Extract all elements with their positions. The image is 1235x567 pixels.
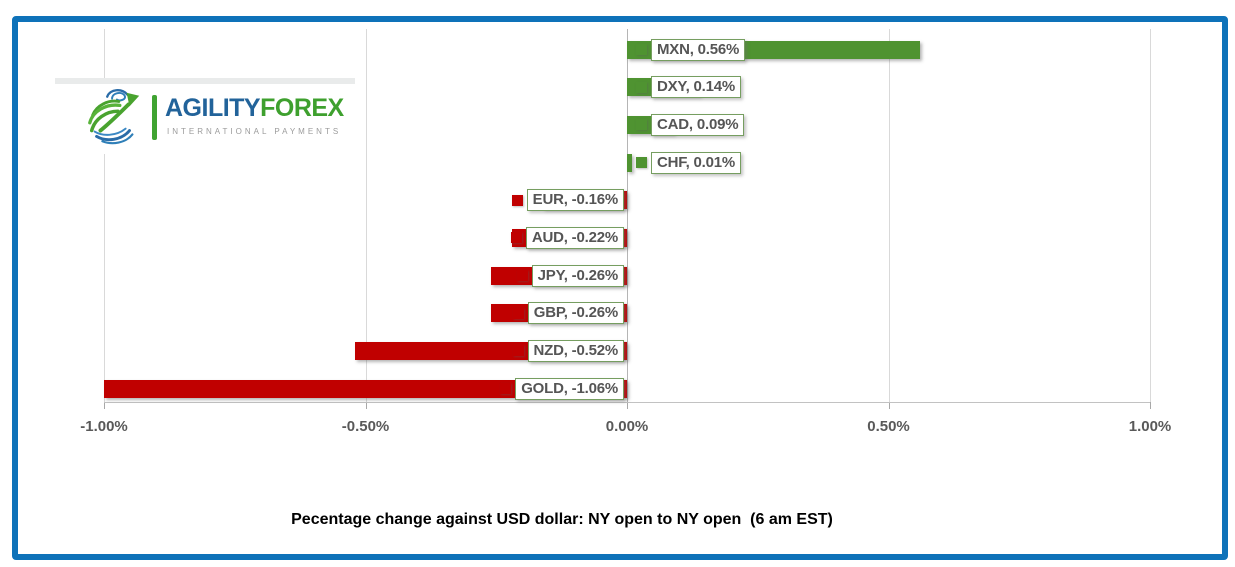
data-label-GOLD: GOLD, -1.06% [500,376,624,401]
axis-tick-0.50% [888,402,890,409]
label-box-EUR: EUR, -0.16% [526,189,624,212]
legend-key-MXN [636,44,647,55]
brand-agility: AGILITY [165,94,261,122]
label-box-CAD: CAD, 0.09% [651,113,745,136]
x-axis-line [104,402,1150,403]
data-label-CHF: CHF, 0.01% [636,150,742,175]
legend-key-GOLD [500,383,512,395]
gridline-0.00% [627,29,628,402]
bar-CHF [627,153,633,172]
label-box-JPY: JPY, -0.26% [531,264,624,287]
bar-GOLD [104,379,627,398]
axis-label-0.50%: 0.50% [867,418,910,435]
label-box-DXY: DXY, 0.14% [651,76,742,99]
agilityforex-logo: AGILITYFOREX INTERNATIONAL PAYMENTS [55,78,355,154]
data-label-JPY: JPY, -0.26% [516,263,624,288]
data-label-DXY: DXY, 0.14% [636,75,742,100]
legend-key-AUD [510,232,522,244]
brand-name: AGILITYFOREX [165,94,344,123]
axis-label-1.00%: 1.00% [1128,418,1172,435]
label-box-CHF: CHF, 0.01% [651,151,742,174]
data-label-MXN: MXN, 0.56% [636,37,746,62]
axis-label--1.00%: -1.00% [80,418,128,435]
axis-tick--1.00% [104,402,105,409]
brand-forex: FOREX [260,94,344,122]
legend-key-JPY [516,270,528,282]
label-box-GBP: GBP, -0.26% [527,302,624,325]
gridline--0.50% [365,29,367,402]
legend-key-GBP [512,307,524,319]
axis-tick-0.00% [627,402,628,409]
axis-tick-1.00% [1150,402,1151,409]
axis-label--0.50%: -0.50% [341,418,390,435]
label-box-NZD: NZD, -0.52% [527,339,624,362]
data-label-AUD: AUD, -0.22% [510,225,624,250]
label-box-GOLD: GOLD, -1.06% [515,377,624,400]
legend-key-CHF [636,157,647,168]
chart-title: Pecentage change against USD dollar: NY … [291,511,833,528]
label-box-MXN: MXN, 0.56% [651,38,746,61]
data-label-NZD: NZD, -0.52% [512,338,624,363]
logo-divider [152,95,157,140]
legend-key-CAD [636,119,647,131]
agilityforex-globe-icon [88,89,140,145]
legend-key-DXY [636,81,647,93]
data-label-CAD: CAD, 0.09% [636,112,745,137]
data-label-GBP: GBP, -0.26% [512,301,624,326]
gridline-1.00% [1150,29,1151,402]
data-label-EUR: EUR, -0.16% [511,188,624,213]
axis-tick--0.50% [365,402,367,409]
legend-key-EUR [511,194,523,206]
logo-top-band [55,78,355,84]
gridline--1.00% [104,29,105,402]
axis-label-0.00%: 0.00% [605,418,649,435]
gridline-0.50% [888,29,890,402]
legend-key-NZD [512,345,524,357]
brand-tagline: INTERNATIONAL PAYMENTS [167,127,342,136]
logo-background: AGILITYFOREX INTERNATIONAL PAYMENTS [55,84,355,154]
label-box-AUD: AUD, -0.22% [525,226,624,249]
